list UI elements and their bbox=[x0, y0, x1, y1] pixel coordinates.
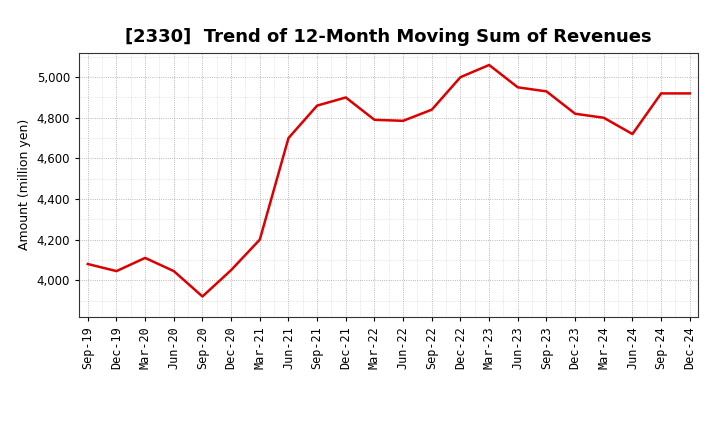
Y-axis label: Amount (million yen): Amount (million yen) bbox=[18, 119, 31, 250]
Title: [2330]  Trend of 12-Month Moving Sum of Revenues: [2330] Trend of 12-Month Moving Sum of R… bbox=[125, 28, 652, 46]
